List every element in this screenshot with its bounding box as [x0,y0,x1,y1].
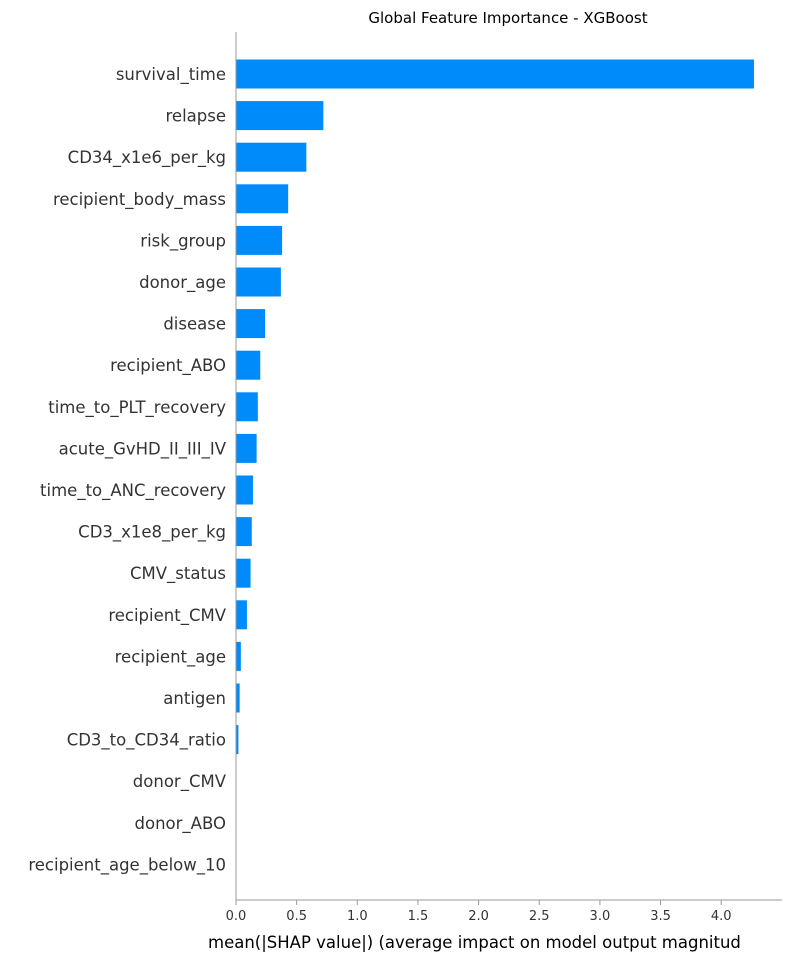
bar-donor_age [236,267,281,297]
bar-CD3_to_CD34_ratio [236,725,239,755]
x-axis-ticks: 0.0 0.5 1.0 1.5 2.0 2.5 3.0 3.5 4.0 [226,900,732,924]
y-tick-label: acute_GvHD_II_III_IV [59,439,227,459]
bar-time_to_ANC_recovery [236,475,253,505]
x-tick-label: 0.0 [226,909,247,924]
y-tick-label: time_to_PLT_recovery [48,398,226,418]
bar-risk_group [236,225,283,255]
bar-acute_GvHD_II_III_IV [236,433,257,463]
bar-survival_time [236,59,754,89]
y-tick-label: recipient_CMV [108,606,226,626]
y-tick-label: donor_ABO [135,814,226,834]
bar-disease [236,309,266,339]
y-tick-label: donor_CMV [133,772,227,792]
bar-CD34_x1e6_per_kg [236,142,307,172]
bar-relapse [236,101,324,131]
x-axis-label: mean(|SHAP value|) (average impact on mo… [208,933,741,952]
bar-recipient_CMV [236,600,247,630]
x-tick-label: 1.0 [347,909,368,924]
bar-CMV_status [236,558,251,588]
bar-recipient_age [236,641,241,671]
y-tick-label: relapse [166,107,227,126]
x-tick-label: 0.5 [286,909,307,924]
y-tick-label: time_to_ANC_recovery [40,481,226,501]
bar-recipient_body_mass [236,184,289,214]
bar-CD3_x1e8_per_kg [236,517,252,547]
chart-title: Global Feature Importance - XGBoost [368,9,647,27]
y-tick-label: recipient_age_below_10 [28,855,226,875]
y-tick-label: CD3_to_CD34_ratio [67,731,226,751]
x-tick-label: 4.0 [711,909,732,924]
y-tick-label: recipient_ABO [110,356,226,376]
y-tick-label: survival_time [116,65,226,85]
y-tick-label: donor_age [139,273,226,293]
bar-antigen [236,683,240,713]
y-tick-label: recipient_body_mass [53,190,226,210]
y-tick-label: disease [163,315,226,334]
y-tick-label: risk_group [140,231,226,251]
y-tick-label: CD3_x1e8_per_kg [78,523,226,543]
x-tick-label: 2.5 [529,909,550,924]
bar-time_to_PLT_recovery [236,392,258,422]
bar-recipient_ABO [236,350,261,380]
bars-group [236,59,754,755]
y-tick-label: CMV_status [130,564,226,584]
x-tick-label: 2.0 [468,909,489,924]
x-tick-label: 3.5 [650,909,671,924]
y-tick-label: recipient_age [115,647,226,667]
x-tick-label: 3.0 [590,909,611,924]
y-tick-label: CD34_x1e6_per_kg [68,148,226,168]
y-tick-label: antigen [163,689,226,708]
x-tick-label: 1.5 [408,909,429,924]
